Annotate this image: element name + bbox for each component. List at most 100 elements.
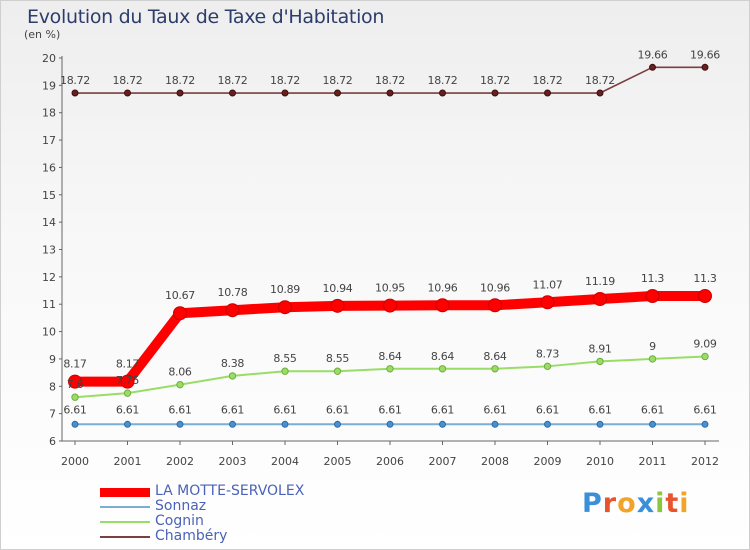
data-point — [593, 292, 607, 307]
data-point — [491, 420, 499, 428]
y-tick-label: 7 — [49, 408, 56, 421]
data-label: 8.73 — [536, 347, 560, 360]
data-point — [229, 89, 236, 97]
logo-letter: t — [665, 488, 680, 519]
x-tick-label: 2002 — [166, 455, 194, 468]
data-point — [543, 362, 552, 371]
data-label: 11.07 — [533, 278, 563, 291]
y-tick-label: 20 — [42, 52, 56, 65]
data-label: 6.61 — [483, 403, 506, 416]
data-point — [649, 63, 656, 71]
data-point — [176, 380, 184, 389]
x-tick-label: 2011 — [639, 455, 667, 468]
legend-swatch — [100, 506, 150, 508]
data-label: 7.6 — [67, 378, 84, 391]
data-point — [649, 420, 656, 428]
legend-swatch — [100, 521, 150, 523]
data-label: 10.94 — [323, 282, 353, 295]
data-point — [596, 357, 604, 366]
data-label: 10.67 — [165, 289, 195, 302]
data-label: 18.72 — [165, 74, 195, 87]
data-label: 6.61 — [536, 403, 559, 416]
logo-letter: P — [582, 488, 603, 519]
y-tick-label: 19 — [42, 79, 56, 92]
data-label: 10.96 — [428, 281, 458, 294]
y-tick-label: 16 — [42, 161, 56, 174]
y-tick-label: 18 — [42, 107, 56, 120]
data-point — [544, 89, 551, 97]
data-label: 18.72 — [375, 74, 405, 87]
logo-letter: o — [617, 488, 637, 519]
logo-letter: x — [636, 488, 656, 519]
data-label: 10.78 — [218, 286, 248, 299]
data-point — [330, 298, 345, 313]
data-point — [334, 89, 341, 97]
data-point — [229, 420, 236, 428]
legend-label: Chambéry — [155, 528, 228, 544]
data-point — [68, 374, 82, 389]
data-label: 8.55 — [273, 352, 297, 365]
x-tick-label: 2003 — [219, 455, 247, 468]
data-label: 6.61 — [588, 403, 611, 416]
data-point — [173, 306, 187, 321]
y-tick-label: 14 — [42, 216, 56, 229]
y-tick-label: 8 — [49, 380, 56, 393]
data-point — [386, 89, 394, 97]
data-point — [701, 352, 709, 361]
data-point — [71, 420, 79, 428]
data-point — [334, 420, 341, 428]
data-point — [491, 365, 499, 373]
data-label: 6.61 — [63, 403, 86, 416]
data-label: 11.3 — [693, 272, 717, 285]
data-label: 8.64 — [483, 350, 507, 363]
data-label: 6.61 — [378, 403, 401, 416]
data-label: 9.09 — [693, 337, 717, 350]
y-tick-label: 15 — [42, 189, 56, 202]
data-label: 19.66 — [638, 48, 668, 61]
data-label: 18.72 — [60, 74, 90, 87]
data-point — [596, 420, 604, 428]
x-tick-label: 2000 — [61, 455, 89, 468]
data-label: 18.72 — [428, 74, 458, 87]
x-tick-label: 2005 — [324, 455, 352, 468]
data-point — [225, 303, 240, 318]
data-point — [488, 298, 502, 313]
data-label: 18.72 — [113, 74, 143, 87]
y-tick-label: 11 — [42, 298, 56, 311]
data-label: 8.06 — [168, 366, 192, 379]
data-label: 8.64 — [431, 350, 455, 363]
data-point — [124, 420, 131, 428]
data-label: 11.19 — [585, 275, 615, 288]
data-label: 6.61 — [693, 403, 716, 416]
y-tick-label: 9 — [49, 353, 56, 366]
data-label: 8.91 — [588, 342, 611, 355]
data-label: 8.17 — [63, 358, 87, 371]
data-label: 18.72 — [270, 74, 300, 87]
data-point — [648, 355, 657, 363]
data-label: 6.61 — [221, 403, 244, 416]
data-label: 6.61 — [641, 403, 664, 416]
data-label: 18.72 — [218, 74, 248, 87]
data-point — [438, 365, 447, 373]
legend-label: Cognin — [155, 513, 204, 529]
data-label: 18.72 — [323, 74, 353, 87]
data-label: 8.64 — [378, 350, 402, 363]
data-point — [540, 295, 555, 310]
data-label: 6.61 — [168, 403, 191, 416]
data-point — [278, 300, 292, 315]
data-label: 18.72 — [480, 74, 510, 87]
logo-letter: r — [602, 488, 618, 519]
y-tick-label: 6 — [49, 435, 56, 448]
data-point — [124, 89, 131, 97]
chart-title: Evolution du Taux de Taxe d'Habitation — [27, 6, 385, 28]
y-tick-label: 13 — [42, 244, 56, 257]
data-point — [281, 420, 289, 428]
unit-label: (en %) — [24, 28, 61, 41]
data-label: 6.61 — [431, 403, 454, 416]
data-label: 10.95 — [375, 282, 405, 295]
data-label: 10.96 — [480, 281, 510, 294]
data-label: 18.72 — [533, 74, 563, 87]
data-label: 11.3 — [641, 272, 665, 285]
data-point — [333, 367, 342, 375]
x-tick-label: 2007 — [429, 455, 457, 468]
